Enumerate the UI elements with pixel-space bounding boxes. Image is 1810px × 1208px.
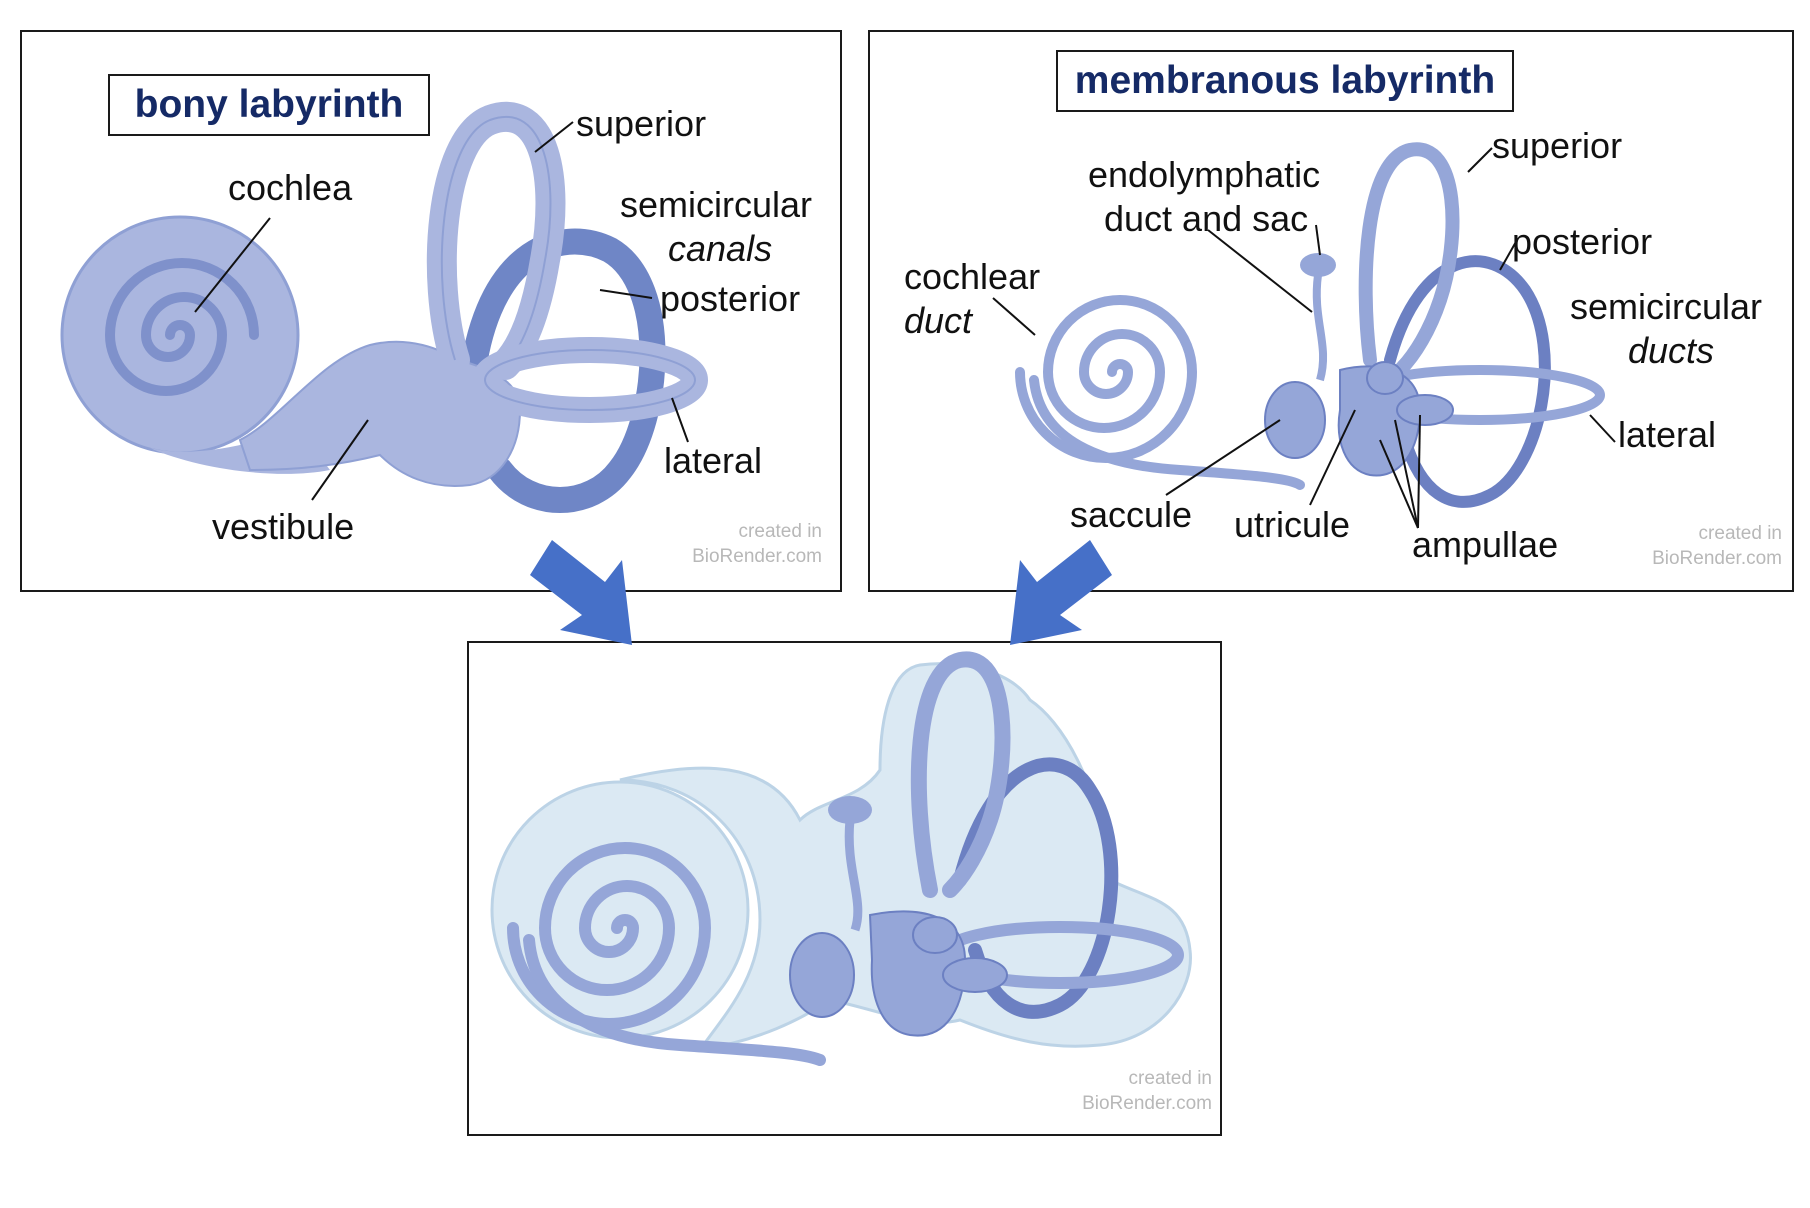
membranous-saccule [1264,381,1326,459]
combined-ampulla-superior [912,916,958,954]
membranous-ampulla-lateral [1396,394,1454,426]
label-duct: duct [904,300,973,341]
label-lateral: lateral [664,440,763,481]
label-semicircular: semicircular [620,184,813,225]
label-posterior: posterior [660,278,801,319]
label-membranous-posterior: posterior [1512,221,1653,262]
combined-posterior-duct [953,757,1119,1019]
membranous-endolymphatic-duct [1312,274,1327,382]
combined-credit: created in BioRender.com [1082,1068,1212,1114]
combined-ampulla-lateral [942,957,1008,993]
bony-cochlea [60,215,300,455]
label-canals: canals [668,228,773,269]
membranous-labyrinth-title: membranous labyrinth [1056,50,1514,112]
label-cochlea: cochlea [228,167,353,208]
membranous-endolymphatic-sac [1300,253,1336,277]
combined-drawing [490,651,1192,1066]
down-left-arrow-icon [1010,540,1112,645]
label-cochlear: cochlear [904,256,1041,297]
bony-cochlea-spiral [104,258,259,396]
combined-saccule [789,932,855,1018]
label-ducts: ducts [1628,330,1715,371]
combined-endolymphatic-sac [828,796,872,824]
label-membranous-semicircular: semicircular [1570,286,1763,327]
label-saccule: saccule [1070,494,1193,535]
bony-drawing [60,102,708,513]
combined-endolymphatic-duct [844,819,863,932]
label-ampullae: ampullae [1412,524,1559,565]
label-vestibule: vestibule [212,506,355,547]
down-right-arrow-icon [530,540,632,645]
membranous-superior-duct [1358,142,1460,377]
bony-labyrinth-title: bony labyrinth [108,74,430,136]
membranous-cochlear-duct [1015,295,1198,463]
label-membranous-lateral: lateral [1618,414,1717,455]
membranous-credit: created in BioRender.com [1652,523,1782,569]
bony-posterior-canal [457,228,666,513]
membranous-labyrinth-panel [868,30,1794,592]
label-endolymphatic-1: endolymphatic [1088,154,1321,195]
label-endolymphatic-2: duct and sac [1104,198,1309,239]
combined-cochlear-duct [507,842,712,1030]
bony-credit: created in BioRender.com [692,521,822,567]
membranous-posterior-duct [1384,255,1551,508]
combined-superior-duct [910,651,1011,898]
label-utricule: utricule [1234,504,1351,545]
label-membranous-superior: superior [1492,125,1623,166]
label-superior: superior [576,103,707,144]
membranous-ampulla-superior [1366,361,1404,395]
membranous-drawing [992,142,1616,529]
